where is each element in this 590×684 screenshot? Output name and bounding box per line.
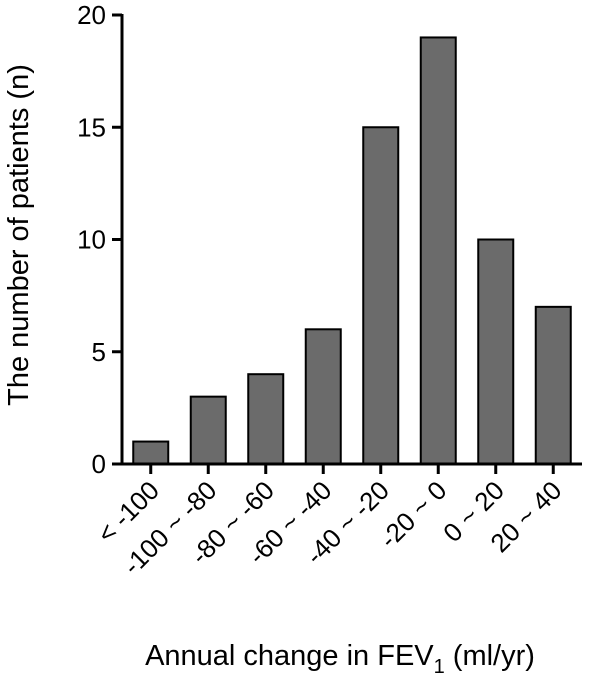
bar xyxy=(304,328,342,465)
x-label-unit: (ml/yr) xyxy=(453,640,535,672)
bar xyxy=(189,395,227,465)
y-axis-label: The number of patients (n) xyxy=(3,64,35,406)
bar xyxy=(477,238,515,465)
y-tick-label: 15 xyxy=(77,112,106,142)
y-tick-label: 5 xyxy=(92,337,106,367)
bar xyxy=(247,373,285,466)
x-label-subscript: 1 xyxy=(434,656,445,678)
x-axis-label: Annual change in FEV1 (ml/yr) xyxy=(145,640,535,678)
y-tick-label: 0 xyxy=(92,449,106,479)
x-label-main: Annual change in FEV xyxy=(145,640,434,672)
bar xyxy=(132,440,170,465)
bar xyxy=(362,126,400,465)
y-tick-label: 10 xyxy=(77,225,106,255)
y-tick-label: 20 xyxy=(77,0,106,30)
bar xyxy=(419,36,457,465)
bar xyxy=(534,305,572,465)
